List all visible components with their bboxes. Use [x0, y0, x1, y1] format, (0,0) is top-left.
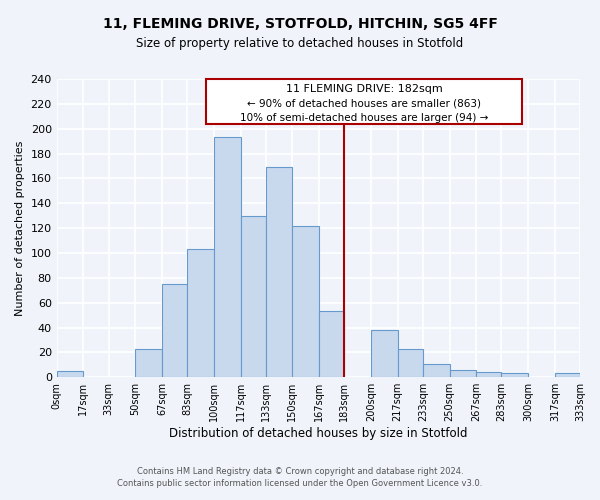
Y-axis label: Number of detached properties: Number of detached properties — [15, 140, 25, 316]
Bar — [135, 348, 162, 377]
Bar — [502, 374, 528, 377]
Bar — [187, 249, 214, 377]
Bar — [214, 138, 241, 377]
Bar — [449, 370, 476, 377]
X-axis label: Distribution of detached houses by size in Stotfold: Distribution of detached houses by size … — [169, 427, 467, 440]
Bar — [371, 330, 398, 377]
Text: 11 FLEMING DRIVE: 182sqm: 11 FLEMING DRIVE: 182sqm — [286, 84, 442, 94]
Bar — [292, 226, 319, 377]
Text: 11, FLEMING DRIVE, STOTFOLD, HITCHIN, SG5 4FF: 11, FLEMING DRIVE, STOTFOLD, HITCHIN, SG… — [103, 18, 497, 32]
Bar — [319, 312, 344, 377]
Bar — [162, 284, 187, 377]
Bar — [555, 374, 580, 377]
Text: ← 90% of detached houses are smaller (863): ← 90% of detached houses are smaller (86… — [247, 99, 481, 109]
Text: Contains HM Land Registry data © Crown copyright and database right 2024.
Contai: Contains HM Land Registry data © Crown c… — [118, 466, 482, 487]
Text: 10% of semi-detached houses are larger (94) →: 10% of semi-detached houses are larger (… — [240, 112, 488, 122]
Bar — [476, 372, 502, 377]
Bar — [56, 371, 83, 377]
Bar — [398, 348, 423, 377]
Text: Size of property relative to detached houses in Stotfold: Size of property relative to detached ho… — [136, 38, 464, 51]
Bar — [266, 167, 292, 377]
Bar — [423, 364, 449, 377]
Bar — [241, 216, 266, 377]
FancyBboxPatch shape — [206, 79, 522, 124]
